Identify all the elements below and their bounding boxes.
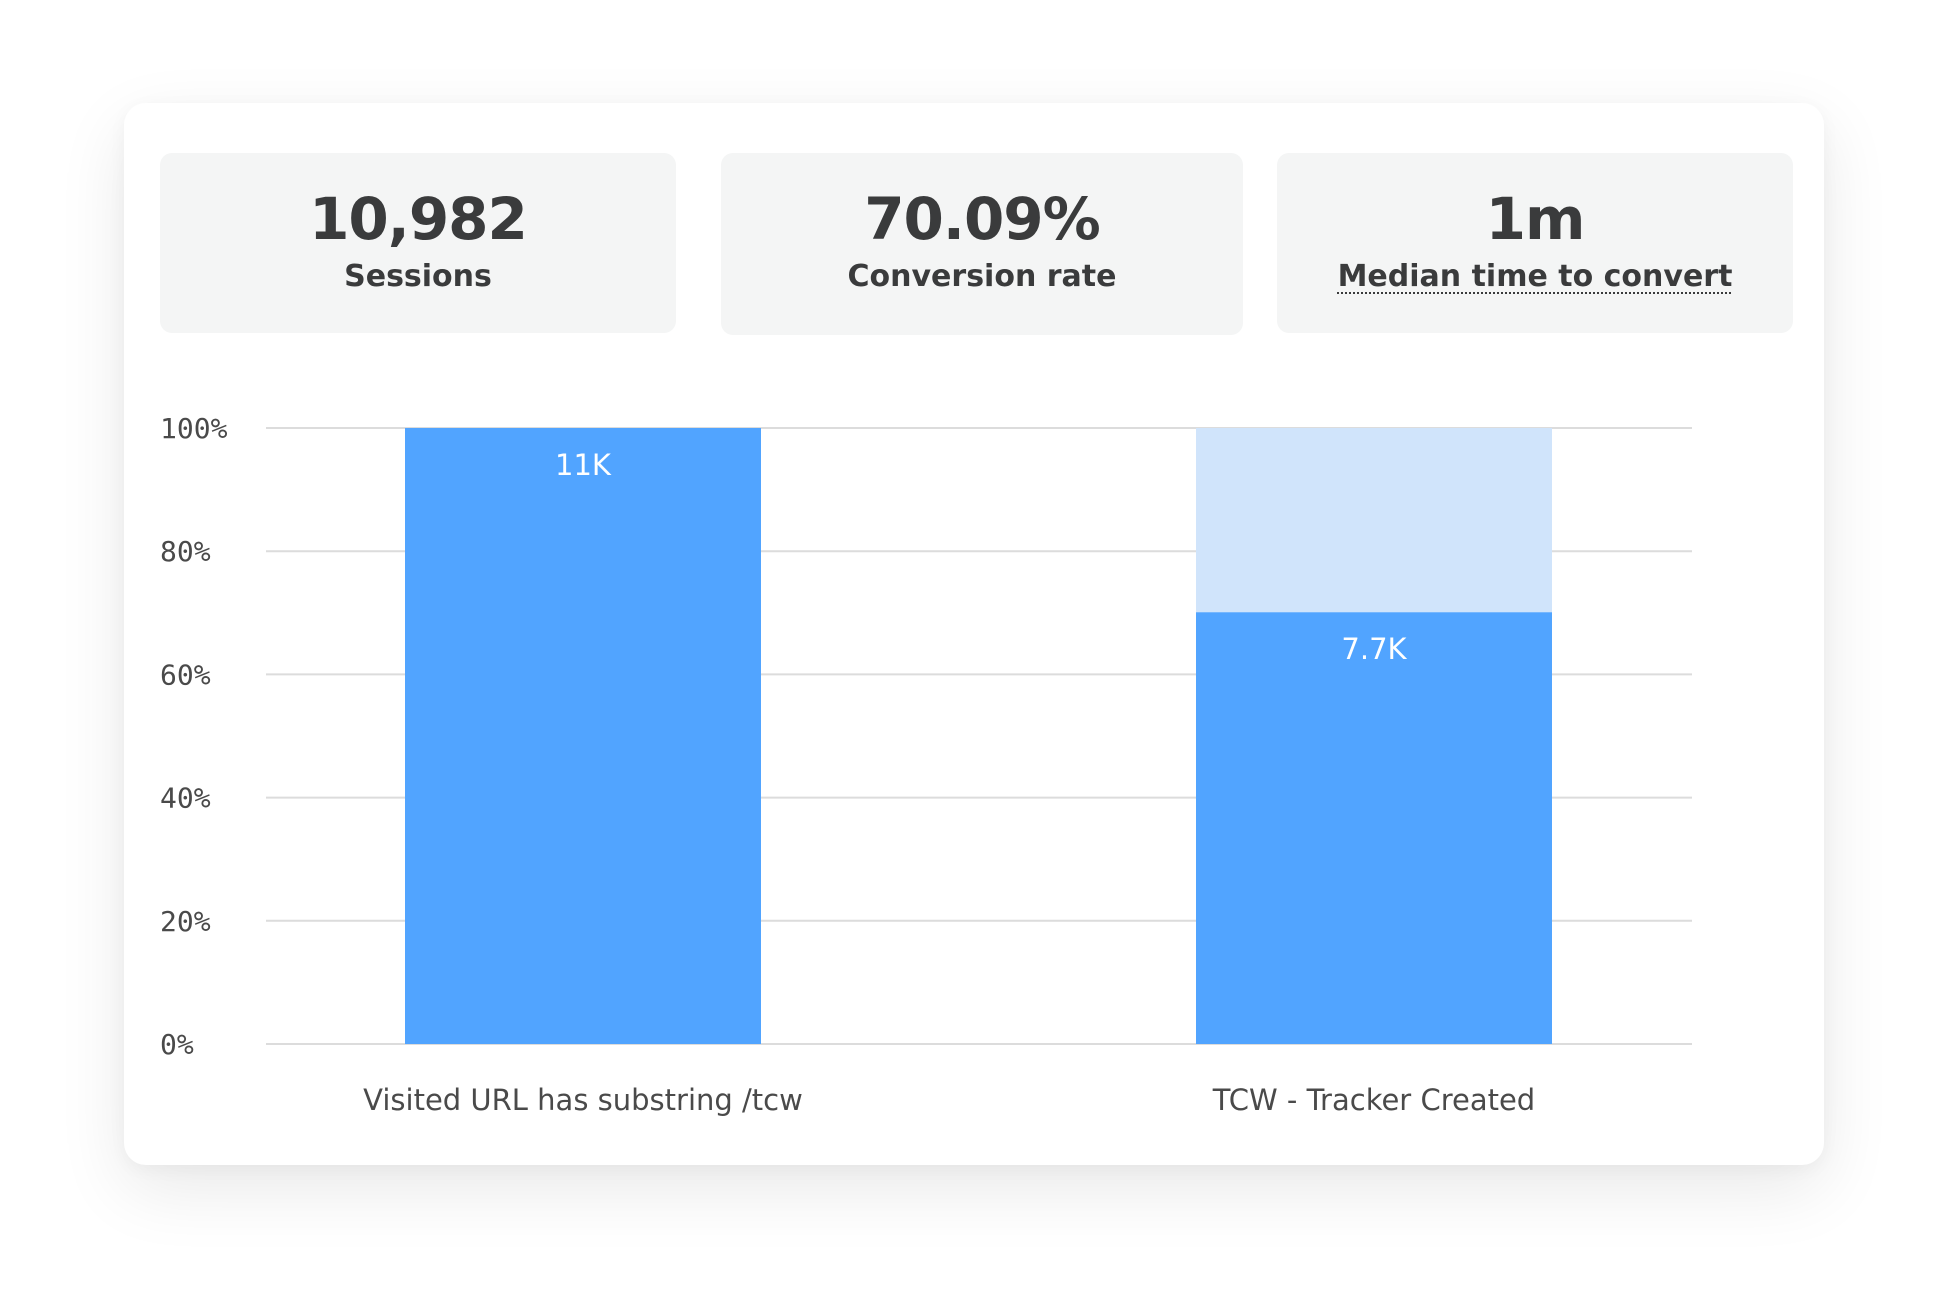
y-tick-label: 0% [160, 1028, 194, 1061]
bar-data-label: 7.7K [1341, 632, 1407, 666]
bar-data-label: 11K [555, 448, 612, 482]
conversion-rate-label: Conversion rate [847, 259, 1117, 294]
stat-card-sessions: 10,982 Sessions [160, 153, 676, 333]
bars [405, 428, 1552, 1044]
median-time-value: 1m [1485, 185, 1586, 253]
y-tick-label: 60% [160, 658, 211, 691]
bar[interactable] [1196, 612, 1552, 1044]
x-category-label: Visited URL has substring /tcw [363, 1083, 803, 1117]
bar-dropoff[interactable] [1196, 428, 1552, 613]
median-time-label[interactable]: Median time to convert [1337, 259, 1733, 294]
sessions-label: Sessions [344, 259, 492, 294]
y-tick-label: 20% [160, 905, 211, 938]
sessions-value: 10,982 [309, 185, 528, 253]
labels: 11K Visited URL has substring /tcw 7.7K TCW… [363, 448, 1535, 1117]
y-tick-label: 40% [160, 782, 211, 815]
x-category-label: TCW - Tracker Created [1212, 1083, 1535, 1117]
y-axis-ticks: 0% 20% 40% 60% 80% 100% [160, 412, 228, 1061]
y-tick-label: 100% [160, 412, 228, 445]
conversion-rate-value: 70.09% [864, 185, 1101, 253]
y-tick-label: 80% [160, 535, 211, 568]
stat-card-conversion-rate: 70.09% Conversion rate [721, 153, 1243, 335]
bar[interactable] [405, 428, 761, 1044]
stat-card-median-time: 1m Median time to convert [1277, 153, 1793, 333]
